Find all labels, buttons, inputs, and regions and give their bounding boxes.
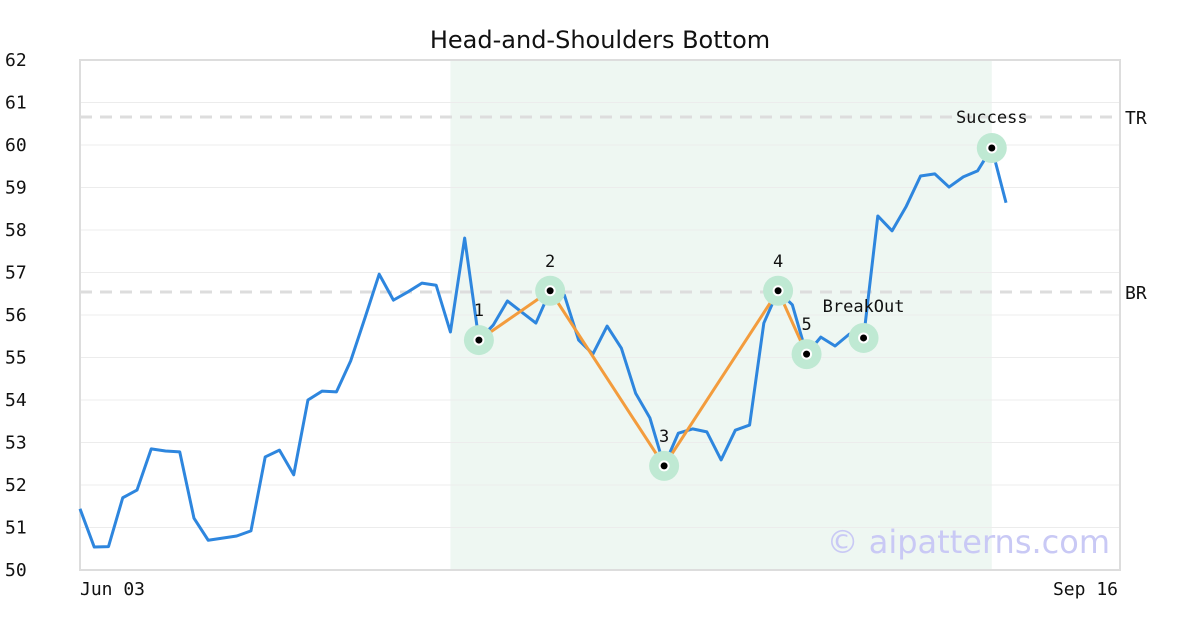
y-tick-label: 52 [5,475,27,496]
x-tick-label: Sep 16 [1053,579,1118,600]
point-label: 2 [545,252,555,272]
level-label: TR [1125,108,1147,129]
y-tick-label: 62 [5,50,27,71]
point-label: 1 [474,301,484,321]
point-label: 5 [801,315,811,335]
point-label: 4 [773,252,783,272]
x-tick-label: Jun 03 [80,579,145,600]
y-tick-label: 51 [5,518,27,539]
watermark: © aipatterns.com [827,523,1110,561]
y-tick-label: 59 [5,178,27,199]
point-label: BreakOut [823,297,905,317]
chart-title: Head-and-Shoulders Bottom [430,26,770,54]
point-dot [772,285,784,297]
point-dot [986,142,998,154]
y-tick-label: 50 [5,560,27,581]
point-label: 3 [659,427,669,447]
point-label: Success [956,108,1028,128]
point-dot [658,460,670,472]
point-dot [801,348,813,360]
y-tick-label: 53 [5,433,27,454]
y-tick-label: 55 [5,348,27,369]
point-dot [858,332,870,344]
y-tick-label: 60 [5,135,27,156]
y-tick-label: 56 [5,305,27,326]
y-tick-label: 58 [5,220,27,241]
y-tick-label: 57 [5,263,27,284]
level-label: BR [1125,283,1147,304]
point-dot [544,285,556,297]
y-tick-label: 61 [5,93,27,114]
plot-frame [79,59,1121,571]
point-dot [473,334,485,346]
y-tick-label: 54 [5,390,27,411]
